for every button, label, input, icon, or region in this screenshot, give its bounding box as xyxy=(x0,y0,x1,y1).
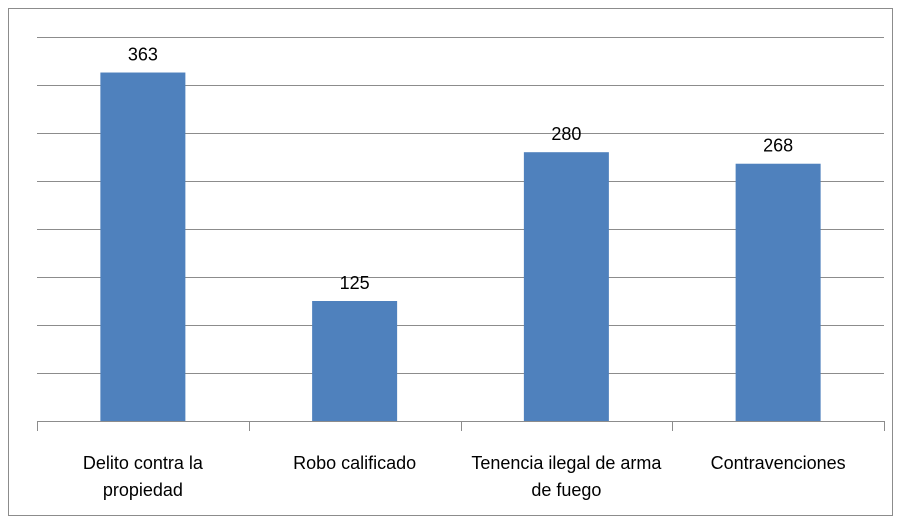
x-tick-label: Delito contra la propiedad xyxy=(82,453,203,500)
x-tick-label: Tenencia ilegal de arma de fuego xyxy=(471,453,662,500)
bar xyxy=(312,301,398,421)
value-label: 268 xyxy=(763,136,793,156)
bar xyxy=(735,163,821,421)
x-tick-label: Contravenciones xyxy=(710,453,846,473)
value-label: 363 xyxy=(128,45,158,65)
x-tick-label: Robo calificado xyxy=(293,453,417,473)
value-label: 280 xyxy=(551,124,581,144)
value-label: 125 xyxy=(340,273,370,293)
bar xyxy=(523,152,609,421)
bar xyxy=(100,72,186,422)
